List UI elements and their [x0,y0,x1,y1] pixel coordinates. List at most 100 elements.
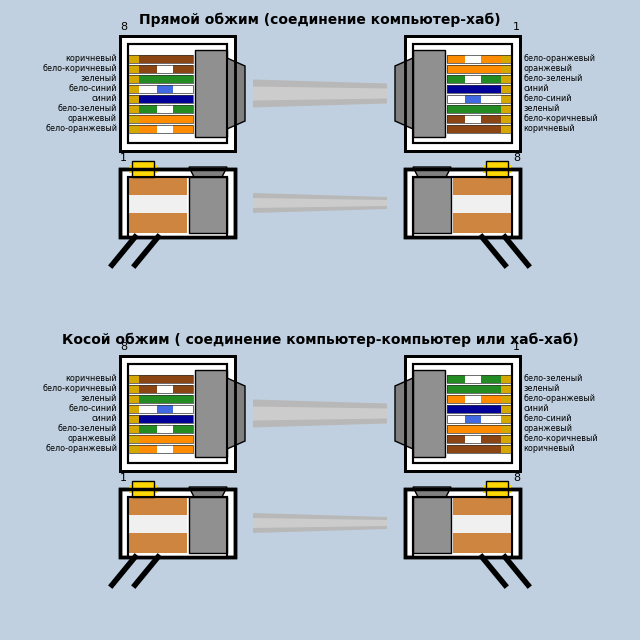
Bar [173,445,193,452]
Text: бело-синий: бело-синий [523,414,572,423]
Bar [447,104,501,113]
Bar [501,394,512,403]
Polygon shape [253,198,387,208]
Bar [465,394,481,403]
Text: зеленый: зеленый [81,394,117,403]
Bar [128,424,193,433]
Bar [128,364,227,463]
Bar [447,385,512,392]
Bar [413,497,512,557]
Polygon shape [189,167,227,177]
Bar [481,95,501,102]
Bar [405,489,520,557]
Bar [173,65,193,72]
Bar [139,84,157,93]
Bar [405,36,520,151]
Bar [447,125,501,132]
Bar [486,481,508,497]
Bar [465,74,481,83]
Bar [132,481,154,497]
Bar [413,370,445,457]
Polygon shape [253,79,387,108]
Bar [447,125,512,132]
Bar [447,74,465,83]
Bar [139,54,193,63]
Bar [447,54,512,63]
Polygon shape [253,193,387,213]
Bar [447,415,512,422]
Polygon shape [227,58,245,129]
Bar [128,95,193,102]
Bar [157,404,173,413]
Bar [405,169,520,237]
Bar [447,445,501,452]
Bar [120,356,235,471]
Bar [189,177,227,233]
Bar [128,435,139,442]
Bar [501,404,512,413]
Polygon shape [253,399,387,428]
Bar [413,44,512,143]
Bar [483,485,511,493]
Bar [128,394,193,403]
Bar [128,177,227,237]
Bar [128,415,139,422]
Bar [157,424,173,433]
Bar [447,115,512,122]
Bar [405,356,520,471]
Text: оранжевый: оранжевый [68,114,117,123]
Bar [447,95,465,102]
Bar [447,404,501,413]
Bar [486,161,508,177]
Polygon shape [395,378,413,449]
Bar [128,65,193,72]
Bar [447,445,512,452]
Bar [128,385,193,392]
Polygon shape [395,58,413,129]
Bar [447,115,465,122]
Bar [139,385,157,392]
Bar [447,394,512,403]
Bar [447,95,512,102]
Polygon shape [253,406,387,420]
Bar [157,385,173,392]
Bar [128,404,193,413]
Bar [453,515,512,533]
Bar [128,374,193,383]
Text: зеленый: зеленый [523,384,559,393]
Bar [128,104,193,113]
Bar [413,177,512,237]
Bar [128,115,139,122]
Bar [413,364,512,463]
Bar [465,435,481,442]
Bar [501,445,512,452]
Bar [128,44,227,143]
Bar [447,394,465,403]
Bar [481,115,501,122]
Bar [405,36,520,151]
Bar [128,497,227,557]
Bar [447,424,512,433]
Bar [120,356,235,471]
Bar [120,169,235,237]
Text: бело-коричневый: бело-коричневый [42,64,117,73]
Bar [128,125,139,132]
Bar [128,364,227,463]
Text: 1: 1 [513,22,520,32]
Bar [157,104,173,113]
Bar [465,115,481,122]
Bar [447,84,512,93]
Bar [157,125,173,132]
Bar [139,424,157,433]
Bar [128,424,139,433]
Bar [501,385,512,392]
Text: бело-оранжевый: бело-оранжевый [45,124,117,133]
Bar [453,533,512,553]
Text: 8: 8 [120,22,127,32]
Bar [447,74,512,83]
Bar [501,125,512,132]
Bar [453,195,512,213]
Bar [465,54,481,63]
Text: синий: синий [523,84,548,93]
Bar [447,84,501,93]
